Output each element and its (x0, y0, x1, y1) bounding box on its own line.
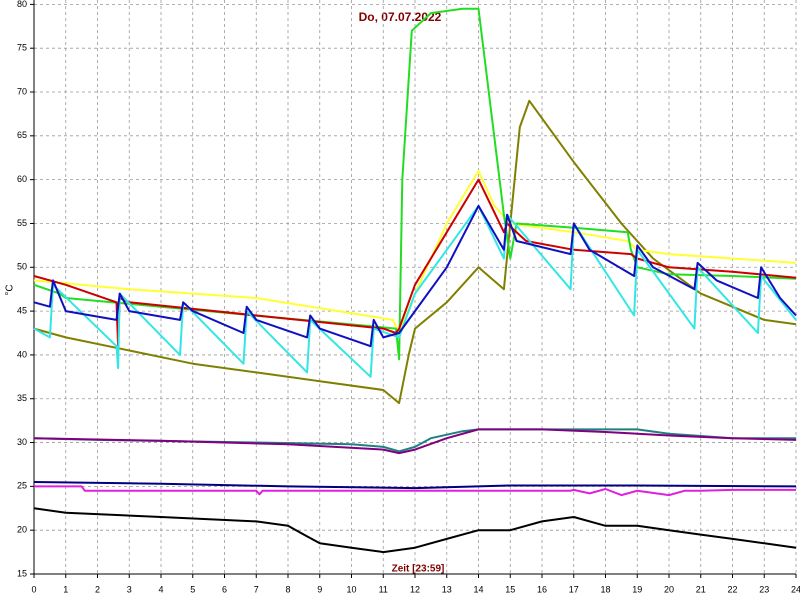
line-series (33, 428, 796, 453)
x-tick-label: 5 (190, 584, 195, 594)
x-tick-label: 9 (317, 584, 322, 594)
x-tick-label: 11 (379, 584, 388, 594)
y-tick-label: 40 (17, 349, 27, 359)
y-tick-label: 35 (17, 393, 27, 403)
y-tick-label: 75 (17, 43, 27, 53)
line-series (33, 99, 797, 405)
x-tick-label: 23 (759, 584, 769, 594)
y-tick-label: 55 (17, 218, 27, 228)
x-tick-label: 22 (727, 584, 737, 594)
x-tick-label: 2 (95, 584, 100, 594)
y-tick-label: 15 (17, 568, 27, 578)
line-series (33, 204, 797, 348)
y-tick-label: 60 (17, 174, 27, 184)
y-tick-label: 25 (17, 481, 27, 491)
y-tick-label: 80 (17, 0, 27, 9)
line-series (33, 481, 797, 490)
chart-title: Do, 07.07.2022 (359, 10, 442, 24)
x-tick-label: 1 (63, 584, 68, 594)
y-tick-label: 45 (17, 305, 27, 315)
x-tick-label: 10 (346, 584, 356, 594)
x-tick-label: 21 (696, 584, 706, 594)
x-axis-label: Zeit [23:59] (392, 564, 445, 575)
y-axis-label: °C (5, 284, 16, 295)
x-tick-label: 6 (222, 584, 227, 594)
x-tick-label: 16 (537, 584, 547, 594)
x-tick-label: 13 (442, 584, 452, 594)
line-series (34, 485, 796, 497)
x-tick-label: 18 (600, 584, 610, 594)
line-series (33, 169, 797, 334)
x-tick-label: 12 (410, 584, 420, 594)
x-tick-label: 4 (158, 584, 163, 594)
x-tick-label: 24 (791, 584, 800, 594)
x-tick-label: 7 (254, 584, 259, 594)
x-tick-label: 8 (285, 584, 290, 594)
y-tick-label: 70 (17, 86, 27, 96)
x-tick-label: 20 (664, 584, 674, 594)
y-tick-label: 50 (17, 262, 27, 272)
line-series (33, 507, 797, 554)
y-tick-label: 20 (17, 525, 27, 535)
x-tick-label: 19 (632, 584, 642, 594)
y-tick-label: 30 (17, 437, 27, 447)
x-tick-label: 3 (127, 584, 132, 594)
x-tick-label: 15 (505, 584, 515, 594)
line-series (33, 204, 797, 378)
line-series (33, 428, 797, 455)
x-tick-label: 14 (473, 584, 483, 594)
x-tick-label: 0 (31, 584, 36, 594)
y-tick-label: 65 (17, 130, 27, 140)
x-tick-label: 17 (569, 584, 579, 594)
